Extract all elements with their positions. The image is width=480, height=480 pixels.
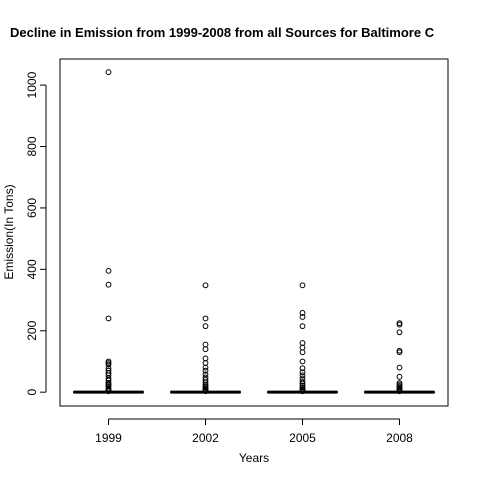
outlier-point <box>299 372 306 379</box>
box-series <box>73 69 435 395</box>
outlier-point <box>396 347 403 354</box>
outlier-point <box>202 315 209 322</box>
outlier-point <box>202 371 209 378</box>
box-2005 <box>267 282 338 395</box>
outlier-point <box>299 349 306 356</box>
outlier-point <box>202 282 209 289</box>
box-2002 <box>170 282 241 395</box>
outlier-point <box>396 320 403 326</box>
outlier-point <box>396 373 403 380</box>
x-axis: 1999 2002 2005 2008 <box>95 418 413 445</box>
outlier-point <box>202 360 209 366</box>
outlier-point <box>299 344 306 351</box>
outlier-point <box>299 358 306 365</box>
box-1999 <box>73 69 144 395</box>
outlier-point <box>396 329 403 336</box>
outlier-point <box>202 323 209 330</box>
outlier-point <box>202 374 209 381</box>
y-tick-label: 600 <box>25 198 39 218</box>
outlier-point <box>105 367 112 374</box>
outlier-point <box>105 267 112 274</box>
chart-title: Decline in Emission from 1999-2008 from … <box>10 25 435 40</box>
outlier-point <box>105 315 112 322</box>
outlier-point <box>202 367 209 374</box>
outlier-point <box>202 346 209 353</box>
outlier-point <box>105 385 112 392</box>
y-tick-label: 0 <box>25 389 39 396</box>
outlier-point <box>299 365 306 372</box>
outlier-point <box>202 376 209 383</box>
outlier-point <box>202 364 209 371</box>
outlier-point <box>299 282 306 289</box>
outlier-point <box>299 314 306 320</box>
box-2008 <box>364 320 435 395</box>
outlier-point <box>299 369 306 376</box>
plot-box <box>59 58 449 407</box>
outlier-point <box>396 364 403 371</box>
y-tick-label: 400 <box>25 259 39 279</box>
outlier-point <box>202 355 209 362</box>
y-tick-label: 200 <box>25 320 39 340</box>
outlier-point <box>299 340 306 346</box>
y-axis: 0 200 400 600 800 1000 <box>25 71 47 396</box>
outlier-point <box>299 375 306 382</box>
y-tick-label: 800 <box>25 136 39 156</box>
x-tick-label: 2008 <box>386 431 413 445</box>
x-tick-label: 1999 <box>95 431 122 445</box>
outlier-point <box>299 310 306 316</box>
x-axis-label: Years <box>239 451 269 465</box>
y-axis-label: Emission(In Tons) <box>2 184 16 279</box>
outlier-point <box>299 378 306 385</box>
outlier-point <box>299 384 306 391</box>
x-tick-label: 2002 <box>192 431 219 445</box>
outlier-point <box>396 380 403 386</box>
outlier-point <box>202 341 209 348</box>
outlier-point <box>105 281 112 288</box>
outlier-point <box>105 69 112 76</box>
outlier-point <box>105 358 112 365</box>
outlier-point <box>299 382 306 389</box>
y-tick-label: 1000 <box>25 71 39 98</box>
outlier-point <box>299 323 306 330</box>
x-tick-label: 2005 <box>289 431 316 445</box>
